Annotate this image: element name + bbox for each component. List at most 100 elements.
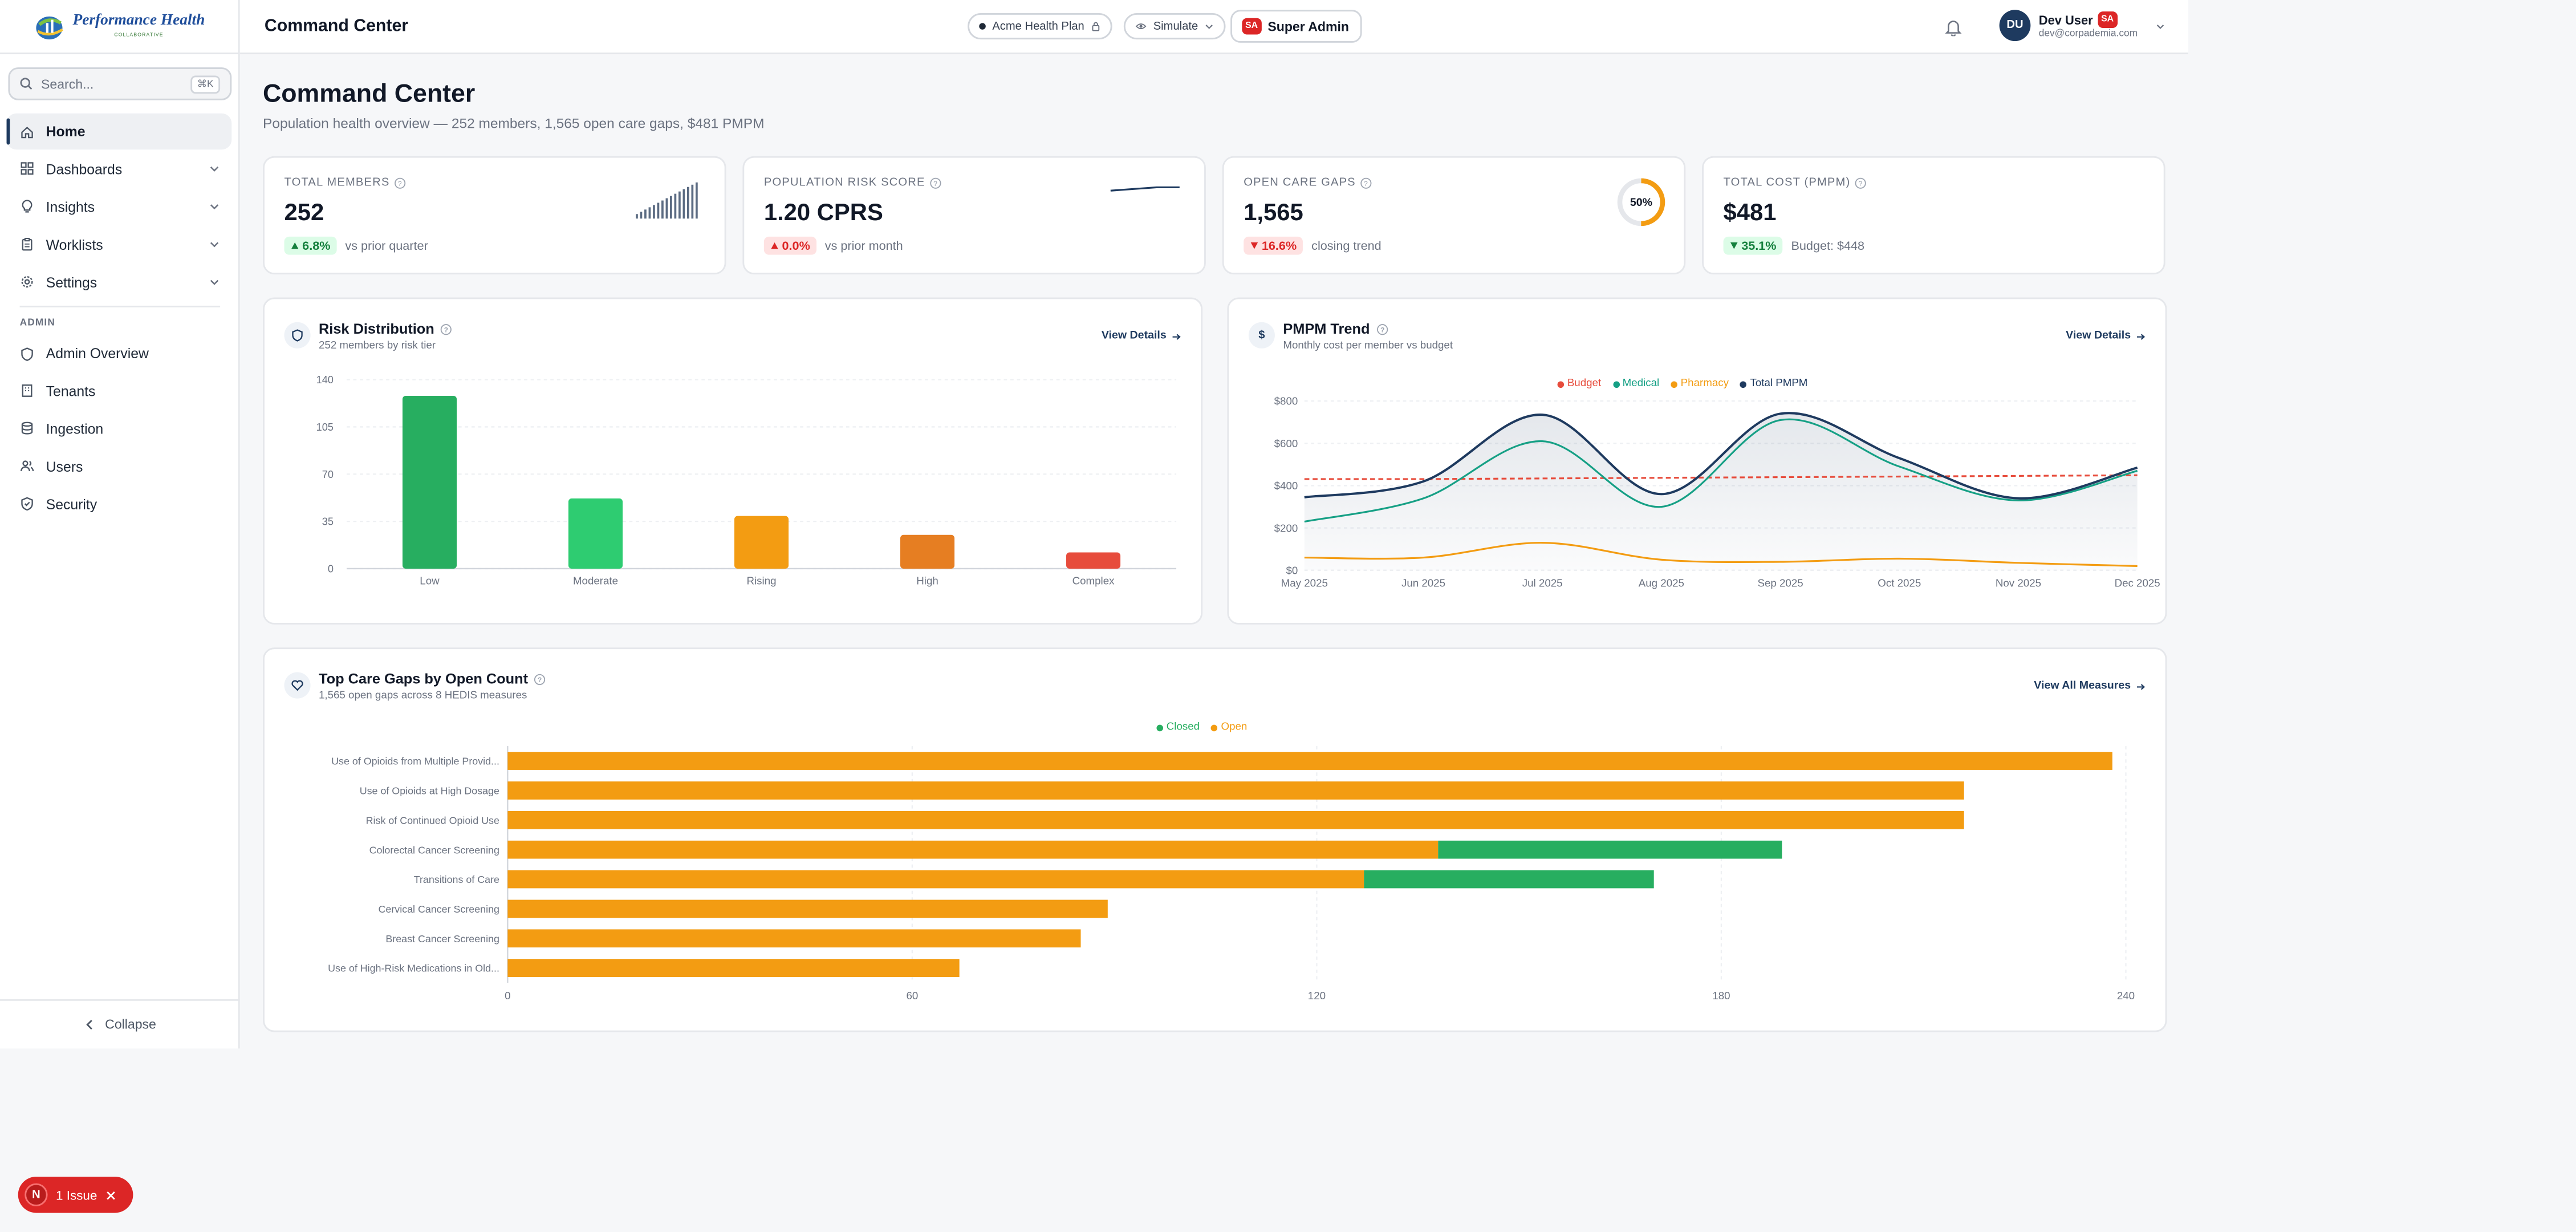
user-role-badge: SA — [2098, 11, 2117, 28]
risk-bar[interactable] — [1066, 552, 1121, 569]
main-nav: Home Dashboards Insights Worklists Settings — [6, 113, 232, 302]
gap-bar-open[interactable] — [507, 959, 960, 977]
logo[interactable]: Performance Health COLLABORATIVE — [33, 10, 205, 43]
sidebar-item-ingestion[interactable]: Ingestion — [7, 411, 232, 447]
legend-item[interactable]: Budget — [1557, 378, 1601, 390]
view-all-measures-link[interactable]: View All Measures — [2034, 680, 2146, 692]
risk-bar[interactable] — [568, 498, 623, 569]
kpi-card-total-cost-pmpm[interactable]: TOTAL COST (PMPM)? $481 35.1% Budget: $448 — [1702, 156, 2165, 275]
user-menu[interactable]: DU Dev User SA dev@corpademia.com — [1999, 10, 2165, 42]
legend-item[interactable]: Open — [1211, 722, 1247, 733]
sidebar-item-worklists[interactable]: Worklists — [7, 226, 232, 262]
gap-bar-open[interactable] — [507, 752, 2112, 770]
kpi-card-open-care-gaps[interactable]: OPEN CARE GAPS? 1,565 16.6% closing trend 50… — [1222, 156, 1686, 275]
risk-bar[interactable] — [900, 534, 955, 569]
kpi-card-total-members[interactable]: TOTAL MEMBERS? 252 6.8% vs prior quarter — [263, 156, 726, 275]
sidebar-item-home[interactable]: Home — [6, 113, 232, 150]
home-icon — [21, 125, 33, 137]
series-line-budget[interactable] — [1304, 474, 2138, 480]
help-icon[interactable]: ? — [1360, 177, 1372, 189]
pmpm-view-details-link[interactable]: View Details — [2066, 330, 2146, 342]
x-tick-label: Moderate — [573, 574, 618, 586]
kpi-card-population-risk-score[interactable]: POPULATION RISK SCORE? 1.20 CPRS 0.0% vs pr… — [742, 156, 1206, 275]
sidebar-item-security[interactable]: Security — [7, 486, 232, 522]
header-title: Command Center — [264, 16, 409, 37]
collapse-button[interactable]: Collapse — [0, 999, 240, 1048]
help-icon[interactable]: ? — [535, 673, 546, 684]
building-icon — [22, 385, 32, 398]
y-tick-label: 140 — [316, 374, 334, 386]
triangle-up-icon — [291, 242, 299, 249]
lock-icon — [1092, 22, 1100, 31]
help-icon[interactable]: ? — [1855, 177, 1867, 189]
pmpm-trend-chart: $0 $200 $400 $600 $800 May 2025 Jun 2025 Jul 20… — [1274, 395, 2160, 589]
sidebar-item-insights[interactable]: Insights — [7, 189, 232, 225]
search-input[interactable] — [41, 76, 182, 91]
gap-bar-open[interactable] — [507, 840, 1439, 859]
legend-item[interactable]: Pharmacy — [1671, 378, 1729, 390]
sparkline-bar — [661, 200, 664, 219]
sidebar-item-label: Tenants — [46, 383, 96, 399]
simulate-label: Simulate — [1153, 21, 1198, 33]
page-subtitle: Population health overview — 252 members… — [263, 115, 765, 132]
kpi-change-row: 35.1% Budget: $448 — [1723, 236, 1864, 255]
svg-text:?: ? — [445, 325, 449, 333]
sparkline-bar — [636, 214, 638, 219]
care-gaps-chart: 0 60 120 180 240 Use of Opioids from Multiple… — [328, 746, 2135, 1002]
sidebar-item-users[interactable]: Users — [7, 448, 232, 484]
shield-icon — [284, 322, 311, 348]
help-icon[interactable]: ? — [1376, 323, 1388, 334]
sidebar-item-dashboards[interactable]: Dashboards — [7, 151, 232, 187]
gap-bar-open[interactable] — [507, 899, 1108, 918]
legend-item[interactable]: Medical — [1612, 378, 1659, 390]
series-line-medical[interactable] — [1304, 418, 2138, 523]
gap-bar-open[interactable] — [507, 929, 1081, 948]
gap-bar-closed[interactable] — [1438, 840, 1782, 859]
risk-bar[interactable] — [734, 516, 789, 569]
simulate-dropdown[interactable]: Simulate — [1123, 13, 1226, 40]
sidebar-item-settings[interactable]: Settings — [7, 264, 232, 300]
sparkline-bar — [691, 184, 694, 219]
risk-view-details-link[interactable]: View Details — [1102, 330, 1181, 342]
x-tick-label: Aug 2025 — [1639, 577, 1684, 589]
plan-selector[interactable]: Acme Health Plan — [968, 13, 1112, 40]
role-switcher[interactable]: SA Super Admin — [1230, 10, 1363, 43]
admin-section-label: ADMIN — [19, 318, 56, 329]
close-icon[interactable] — [105, 1189, 117, 1201]
series-line-pharmacy[interactable] — [1304, 542, 2138, 567]
gap-bar-open[interactable] — [507, 781, 1964, 800]
x-tick-label: Low — [420, 574, 440, 586]
y-tick-label: $200 — [1274, 522, 1298, 534]
ring-label: 50% — [1630, 196, 1652, 209]
bell-icon[interactable] — [1945, 18, 1962, 37]
heart-icon — [284, 672, 311, 699]
x-tick-label: 180 — [1712, 990, 1730, 1002]
help-icon[interactable]: ? — [395, 177, 406, 189]
series-line-total-pmpm[interactable] — [1304, 412, 2138, 500]
risk-bar[interactable] — [402, 395, 457, 569]
plan-label: Acme Health Plan — [992, 21, 1084, 33]
legend-dot-icon — [1671, 380, 1677, 387]
sidebar-item-label: Ingestion — [46, 420, 104, 437]
gap-bar-open[interactable] — [507, 870, 1364, 889]
help-icon[interactable]: ? — [930, 177, 941, 189]
gap-bar-closed[interactable] — [1364, 870, 1654, 889]
sidebar-item-tenants[interactable]: Tenants — [7, 373, 232, 409]
legend-item[interactable]: Closed — [1156, 722, 1200, 733]
legend-dot-icon — [1612, 380, 1619, 387]
sidebar-item-admin-overview[interactable]: Admin Overview — [7, 335, 232, 371]
help-icon[interactable]: ? — [441, 323, 452, 334]
admin-nav: Admin Overview Tenants Ingestion Users Secur… — [7, 335, 232, 524]
gap-bar-open[interactable] — [507, 810, 1964, 829]
legend-label: Total PMPM — [1750, 378, 1808, 390]
issue-badge[interactable]: N 1 Issue — [18, 1177, 133, 1213]
members-sparkline — [636, 182, 698, 219]
legend-item[interactable]: Total PMPM — [1740, 378, 1807, 390]
kpi-change-chip: 35.1% — [1723, 236, 1783, 255]
x-tick-label: Dec 2025 — [2115, 577, 2160, 589]
arrow-right-icon — [2136, 683, 2146, 690]
x-tick-label: Sep 2025 — [1757, 577, 1803, 589]
search-box[interactable]: ⌘K — [8, 67, 232, 100]
legend-dot-icon — [1557, 380, 1565, 387]
x-tick-label: 240 — [2117, 990, 2135, 1002]
